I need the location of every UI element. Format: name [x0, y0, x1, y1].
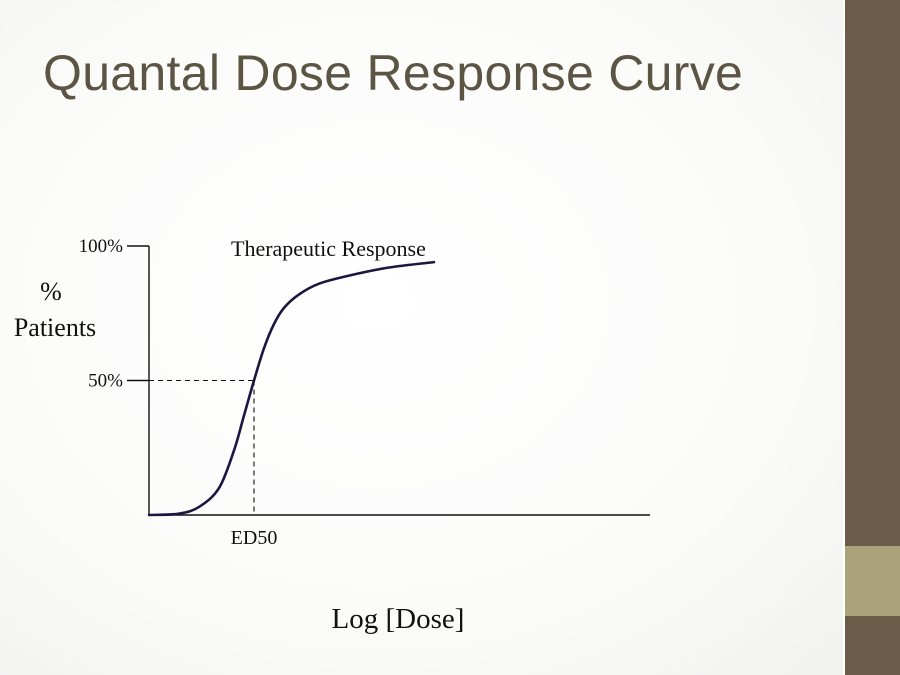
y-tick-label: 100%	[79, 236, 124, 257]
dose-response-chart: 100% 50%% Patients Log [Dose] Therapeutic Re…	[14, 236, 650, 635]
slide-background	[0, 0, 843, 675]
y-tick-label: 50%	[88, 371, 123, 392]
ed50-label: ED50	[231, 527, 278, 549]
slide-title: Quantal Dose Response Curve	[43, 45, 744, 101]
y-axis-label: %	[40, 277, 62, 306]
series-line-therapeutic-response	[147, 260, 436, 517]
x-axis-label: Log [Dose]	[332, 603, 465, 635]
series-label: Therapeutic Response	[231, 236, 426, 261]
sidebar-accent-block	[845, 546, 900, 616]
y-axis-label: Patients	[14, 313, 96, 342]
